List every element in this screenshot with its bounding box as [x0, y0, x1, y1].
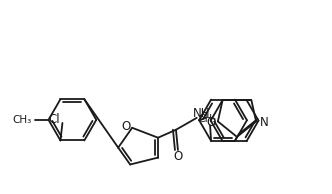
Text: NH: NH	[193, 107, 210, 120]
Text: CH₃: CH₃	[198, 114, 216, 124]
Text: O: O	[122, 120, 131, 133]
Text: O: O	[206, 116, 215, 129]
Text: N: N	[260, 116, 269, 129]
Text: O: O	[173, 151, 183, 164]
Text: CH₃: CH₃	[13, 115, 32, 125]
Text: Cl: Cl	[49, 113, 60, 126]
